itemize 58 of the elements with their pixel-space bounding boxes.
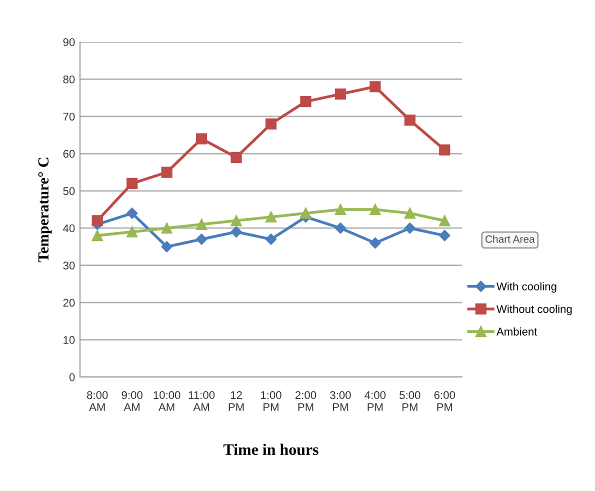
- point: [334, 88, 346, 100]
- point: [439, 230, 450, 242]
- point: [126, 178, 138, 189]
- x-tick-label: 8:00 AM: [87, 391, 108, 411]
- point: [196, 218, 208, 230]
- point: [404, 222, 416, 234]
- point: [439, 215, 450, 226]
- x-tick-label: 1:00 PM: [261, 391, 282, 411]
- y-tick-label: 60: [63, 150, 75, 158]
- point: [370, 81, 381, 92]
- point: [370, 237, 381, 249]
- point: [404, 114, 416, 126]
- point: [92, 230, 103, 242]
- point: [404, 208, 416, 219]
- x-tick-label: 4:00 PM: [364, 391, 386, 411]
- point: [161, 241, 172, 252]
- legend-label: With cooling: [496, 282, 556, 293]
- point: [265, 211, 277, 222]
- point: [126, 226, 138, 238]
- y-tick-label: 40: [63, 224, 75, 232]
- x-tick-label: 9:00 AM: [122, 391, 142, 411]
- x-tick-label: 3:00 PM: [330, 391, 351, 411]
- point: [230, 226, 242, 238]
- point: [300, 208, 312, 219]
- point: [334, 204, 346, 216]
- point: [265, 234, 277, 245]
- point: [439, 144, 450, 156]
- y-tick-label: 90: [63, 38, 75, 46]
- x-tick-label: 5:00 PM: [400, 391, 420, 411]
- point: [196, 234, 208, 245]
- text: Chart Area: [486, 235, 535, 243]
- y-tick-label: 20: [63, 298, 75, 307]
- x-tick-label: 11:00 AM: [188, 391, 215, 411]
- y-tick-label: 0: [69, 373, 75, 382]
- point: [92, 215, 103, 226]
- point: [334, 222, 346, 234]
- point: [196, 133, 208, 144]
- point: [370, 204, 381, 216]
- legend-label: Without cooling: [496, 304, 572, 316]
- y-tick-label: 30: [63, 262, 75, 270]
- y-axis-title: Temperature° C: [38, 158, 52, 262]
- y-tick-label: 80: [63, 75, 75, 84]
- point: [265, 118, 277, 130]
- legend-label: Ambient: [496, 327, 538, 336]
- x-tick-label: 10:00 AM: [154, 391, 180, 411]
- y-tick-label: 70: [63, 112, 75, 121]
- x-axis-title: Time in hours: [223, 444, 318, 456]
- point: [300, 96, 312, 108]
- x-tick-label: 12 PM: [228, 391, 244, 411]
- point: [126, 208, 138, 219]
- y-tick-label: 50: [63, 187, 75, 196]
- x-tick-label: 6:00 PM: [434, 391, 456, 411]
- point: [161, 222, 172, 234]
- point: [161, 166, 172, 178]
- y-tick-label: 10: [64, 336, 75, 344]
- point: [230, 152, 242, 163]
- point: [230, 215, 242, 226]
- x-tick-label: 2:00 PM: [295, 391, 316, 411]
